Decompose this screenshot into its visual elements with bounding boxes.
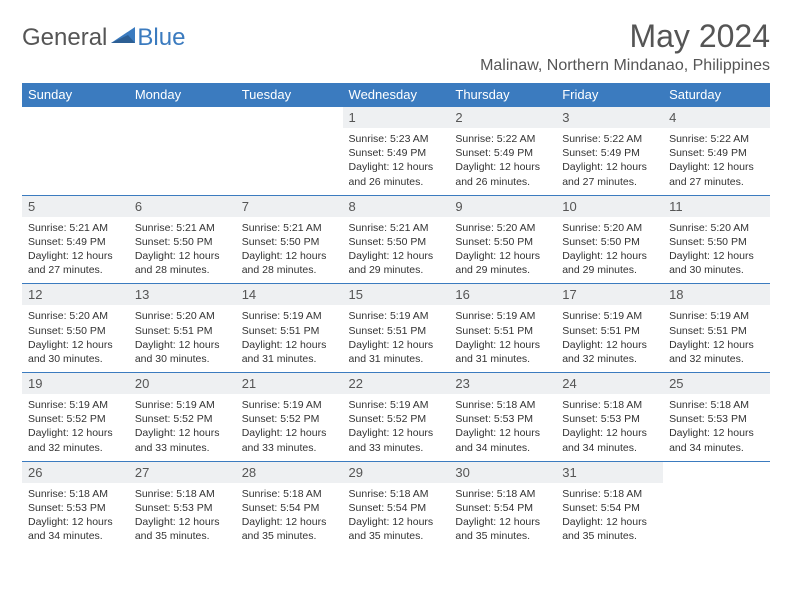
day-number-cell: 26 (22, 461, 129, 483)
day-number-cell: 8 (343, 195, 450, 217)
day-number-cell: 6 (129, 195, 236, 217)
details-row: Sunrise: 5:18 AMSunset: 5:53 PMDaylight:… (22, 483, 770, 550)
day-number-cell: 15 (343, 284, 450, 306)
weekday-header: Thursday (449, 83, 556, 107)
day-number-cell: 4 (663, 107, 770, 129)
day-details-cell: Sunrise: 5:21 AMSunset: 5:50 PMDaylight:… (343, 217, 450, 284)
day-number-cell: 5 (22, 195, 129, 217)
day-number-cell (129, 107, 236, 129)
day-details-cell: Sunrise: 5:18 AMSunset: 5:54 PMDaylight:… (236, 483, 343, 550)
day-number-cell: 14 (236, 284, 343, 306)
day-details-cell: Sunrise: 5:18 AMSunset: 5:54 PMDaylight:… (556, 483, 663, 550)
calendar-body: 1234Sunrise: 5:23 AMSunset: 5:49 PMDayli… (22, 107, 770, 550)
day-details-cell: Sunrise: 5:22 AMSunset: 5:49 PMDaylight:… (556, 128, 663, 195)
weekday-header: Tuesday (236, 83, 343, 107)
day-number-cell: 7 (236, 195, 343, 217)
day-number-cell: 25 (663, 373, 770, 395)
day-number-cell: 23 (449, 373, 556, 395)
day-details-cell: Sunrise: 5:19 AMSunset: 5:51 PMDaylight:… (449, 305, 556, 372)
day-number-cell: 31 (556, 461, 663, 483)
day-number-cell: 24 (556, 373, 663, 395)
day-details-cell: Sunrise: 5:18 AMSunset: 5:53 PMDaylight:… (556, 394, 663, 461)
day-number-cell: 2 (449, 107, 556, 129)
logo-text-1: General (22, 24, 107, 52)
day-details-cell: Sunrise: 5:18 AMSunset: 5:53 PMDaylight:… (449, 394, 556, 461)
day-details-cell: Sunrise: 5:21 AMSunset: 5:50 PMDaylight:… (236, 217, 343, 284)
day-details-cell: Sunrise: 5:22 AMSunset: 5:49 PMDaylight:… (449, 128, 556, 195)
day-details-cell (129, 128, 236, 195)
calendar-table: SundayMondayTuesdayWednesdayThursdayFrid… (22, 83, 770, 549)
day-details-cell: Sunrise: 5:23 AMSunset: 5:49 PMDaylight:… (343, 128, 450, 195)
day-details-cell (663, 483, 770, 550)
daynum-row: 19202122232425 (22, 373, 770, 395)
day-number-cell: 30 (449, 461, 556, 483)
day-number-cell: 16 (449, 284, 556, 306)
weekday-header: Saturday (663, 83, 770, 107)
day-number-cell (22, 107, 129, 129)
day-details-cell: Sunrise: 5:18 AMSunset: 5:53 PMDaylight:… (129, 483, 236, 550)
day-number-cell: 22 (343, 373, 450, 395)
weekday-header: Sunday (22, 83, 129, 107)
day-details-cell (236, 128, 343, 195)
day-details-cell: Sunrise: 5:20 AMSunset: 5:51 PMDaylight:… (129, 305, 236, 372)
title-block: May 2024 Malinaw, Northern Mindanao, Phi… (480, 18, 770, 75)
logo: General Blue (22, 18, 185, 52)
day-details-cell: Sunrise: 5:19 AMSunset: 5:52 PMDaylight:… (22, 394, 129, 461)
logo-text-2: Blue (137, 24, 185, 52)
day-number-cell (663, 461, 770, 483)
day-details-cell: Sunrise: 5:20 AMSunset: 5:50 PMDaylight:… (556, 217, 663, 284)
day-number-cell: 10 (556, 195, 663, 217)
day-number-cell: 18 (663, 284, 770, 306)
details-row: Sunrise: 5:19 AMSunset: 5:52 PMDaylight:… (22, 394, 770, 461)
month-title: May 2024 (480, 18, 770, 55)
day-details-cell: Sunrise: 5:21 AMSunset: 5:49 PMDaylight:… (22, 217, 129, 284)
day-details-cell: Sunrise: 5:20 AMSunset: 5:50 PMDaylight:… (663, 217, 770, 284)
details-row: Sunrise: 5:23 AMSunset: 5:49 PMDaylight:… (22, 128, 770, 195)
day-details-cell: Sunrise: 5:19 AMSunset: 5:52 PMDaylight:… (236, 394, 343, 461)
header: General Blue May 2024 Malinaw, Northern … (22, 18, 770, 75)
day-number-cell: 29 (343, 461, 450, 483)
location: Malinaw, Northern Mindanao, Philippines (480, 57, 770, 75)
day-number-cell: 21 (236, 373, 343, 395)
day-number-cell: 19 (22, 373, 129, 395)
daynum-row: 1234 (22, 107, 770, 129)
weekday-header: Friday (556, 83, 663, 107)
daynum-row: 12131415161718 (22, 284, 770, 306)
day-number-cell: 27 (129, 461, 236, 483)
daynum-row: 262728293031 (22, 461, 770, 483)
weekday-header-row: SundayMondayTuesdayWednesdayThursdayFrid… (22, 83, 770, 107)
day-details-cell: Sunrise: 5:18 AMSunset: 5:53 PMDaylight:… (22, 483, 129, 550)
day-number-cell: 3 (556, 107, 663, 129)
day-details-cell: Sunrise: 5:20 AMSunset: 5:50 PMDaylight:… (449, 217, 556, 284)
logo-triangle-icon (111, 24, 137, 52)
details-row: Sunrise: 5:21 AMSunset: 5:49 PMDaylight:… (22, 217, 770, 284)
day-details-cell: Sunrise: 5:19 AMSunset: 5:52 PMDaylight:… (343, 394, 450, 461)
day-details-cell: Sunrise: 5:19 AMSunset: 5:51 PMDaylight:… (556, 305, 663, 372)
day-details-cell: Sunrise: 5:18 AMSunset: 5:54 PMDaylight:… (343, 483, 450, 550)
day-details-cell: Sunrise: 5:18 AMSunset: 5:54 PMDaylight:… (449, 483, 556, 550)
day-number-cell: 11 (663, 195, 770, 217)
day-number-cell: 13 (129, 284, 236, 306)
day-details-cell: Sunrise: 5:20 AMSunset: 5:50 PMDaylight:… (22, 305, 129, 372)
daynum-row: 567891011 (22, 195, 770, 217)
day-details-cell: Sunrise: 5:21 AMSunset: 5:50 PMDaylight:… (129, 217, 236, 284)
day-number-cell (236, 107, 343, 129)
day-details-cell (22, 128, 129, 195)
day-details-cell: Sunrise: 5:22 AMSunset: 5:49 PMDaylight:… (663, 128, 770, 195)
weekday-header: Monday (129, 83, 236, 107)
day-details-cell: Sunrise: 5:18 AMSunset: 5:53 PMDaylight:… (663, 394, 770, 461)
day-details-cell: Sunrise: 5:19 AMSunset: 5:52 PMDaylight:… (129, 394, 236, 461)
day-number-cell: 17 (556, 284, 663, 306)
weekday-header: Wednesday (343, 83, 450, 107)
day-details-cell: Sunrise: 5:19 AMSunset: 5:51 PMDaylight:… (663, 305, 770, 372)
day-number-cell: 9 (449, 195, 556, 217)
day-details-cell: Sunrise: 5:19 AMSunset: 5:51 PMDaylight:… (343, 305, 450, 372)
day-number-cell: 28 (236, 461, 343, 483)
day-number-cell: 12 (22, 284, 129, 306)
day-number-cell: 1 (343, 107, 450, 129)
day-number-cell: 20 (129, 373, 236, 395)
day-details-cell: Sunrise: 5:19 AMSunset: 5:51 PMDaylight:… (236, 305, 343, 372)
details-row: Sunrise: 5:20 AMSunset: 5:50 PMDaylight:… (22, 305, 770, 372)
